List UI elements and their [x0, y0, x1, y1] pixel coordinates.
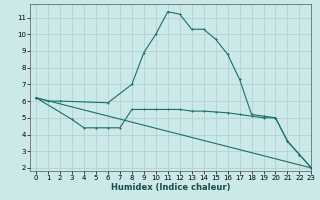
X-axis label: Humidex (Indice chaleur): Humidex (Indice chaleur) [111, 183, 230, 192]
